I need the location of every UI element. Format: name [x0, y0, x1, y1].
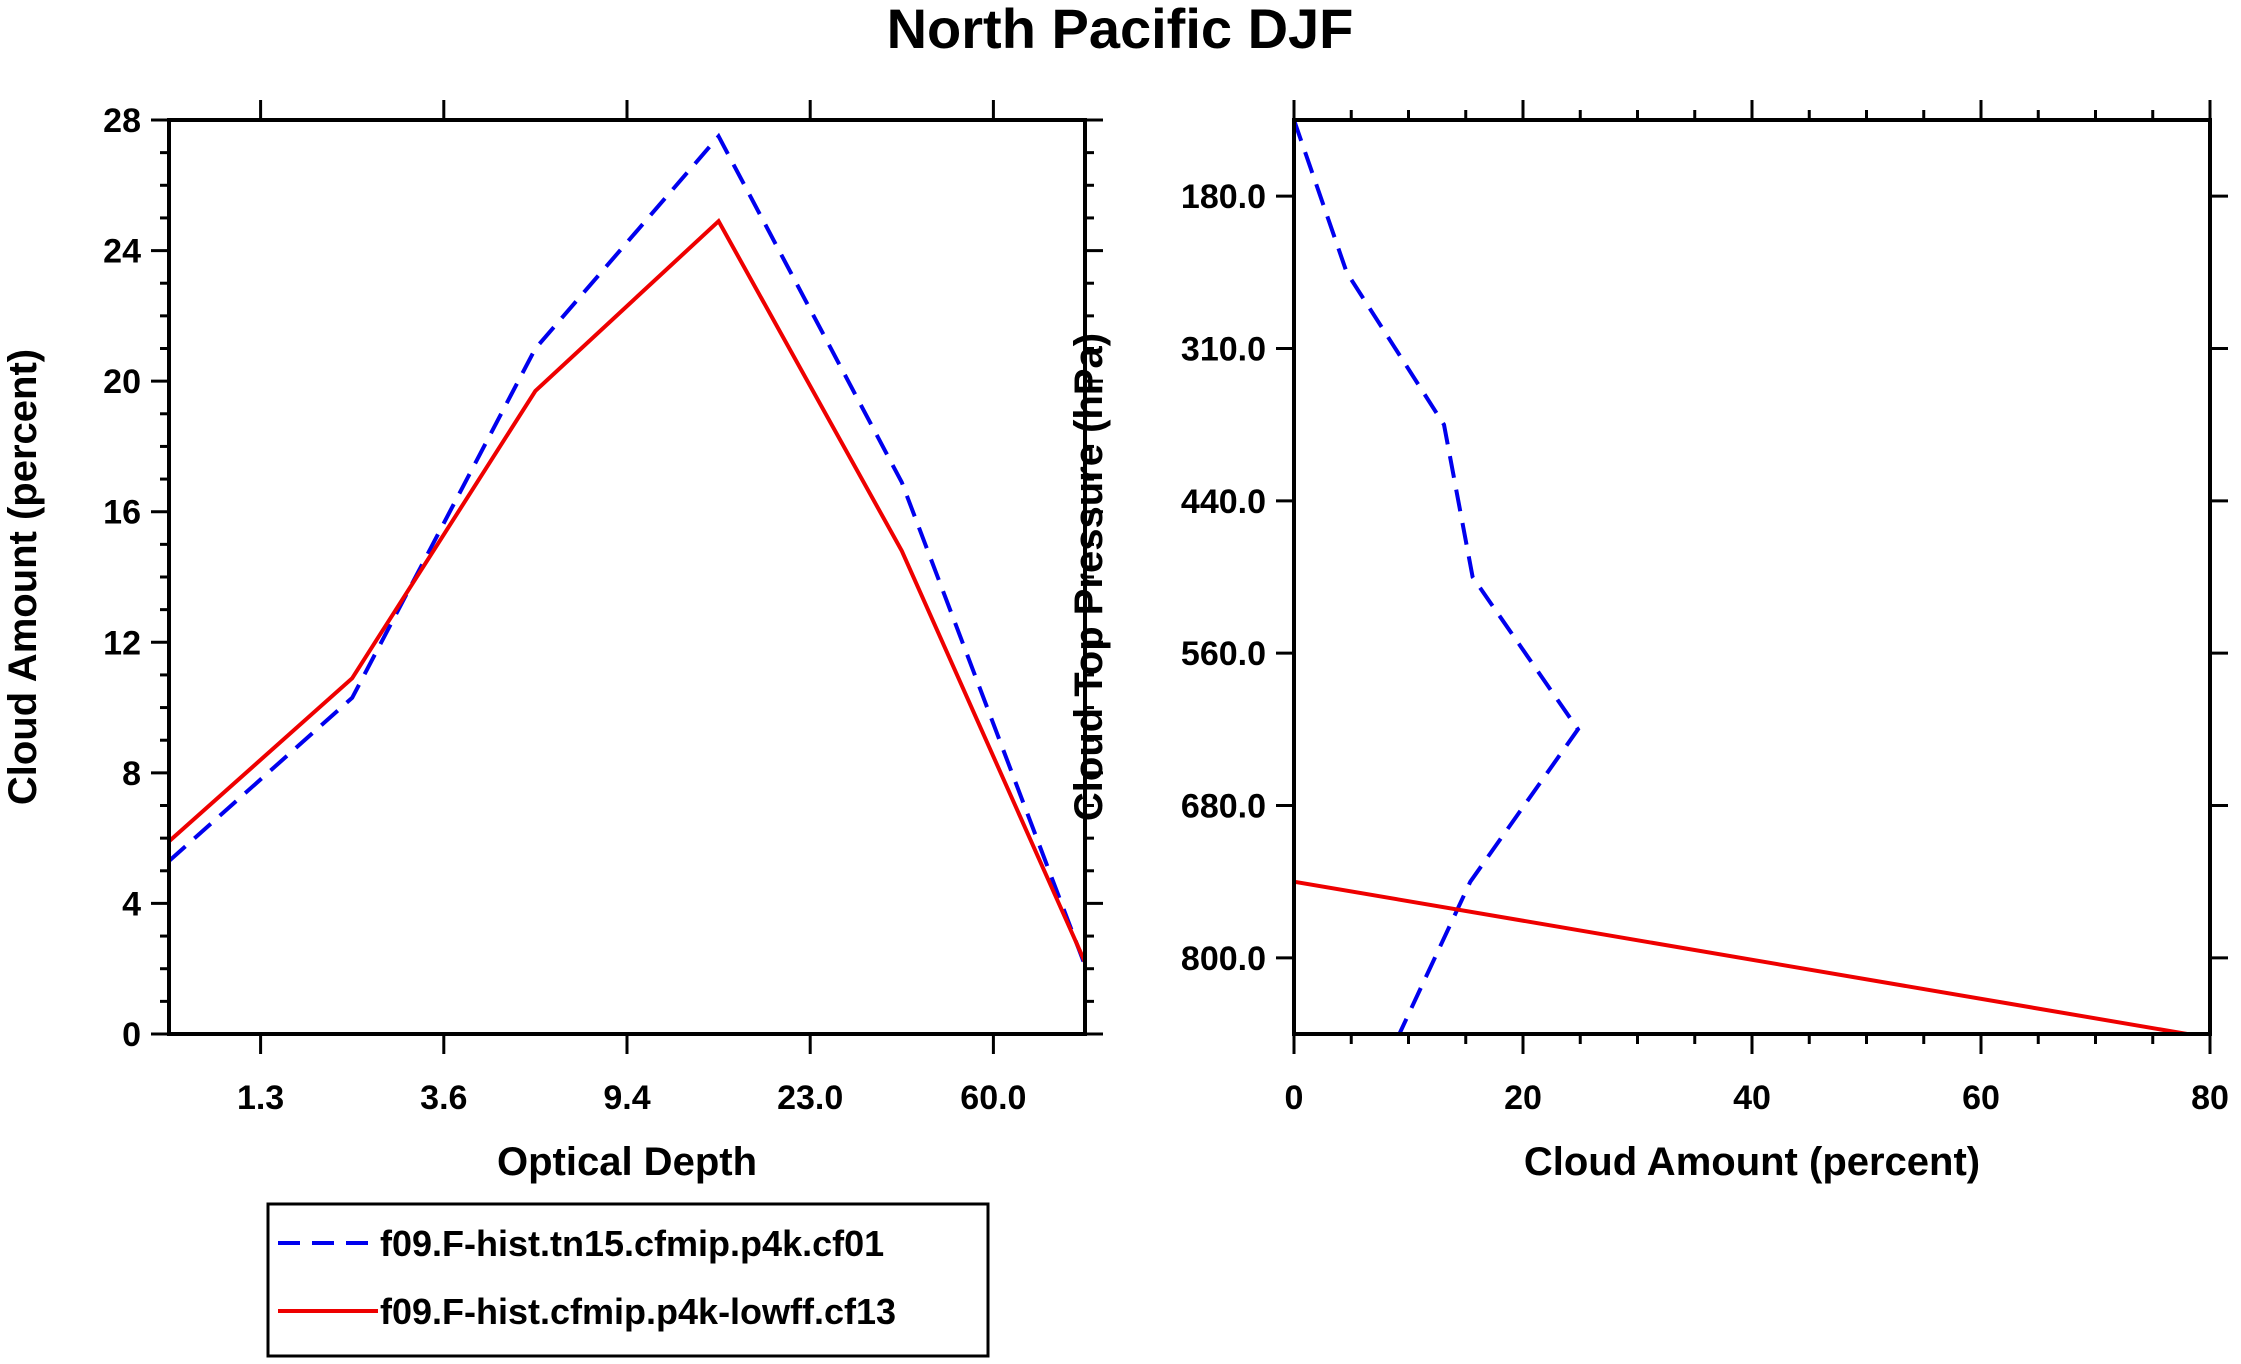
left-x-axis-label: Optical Depth	[497, 1140, 757, 1184]
right-y-tick-label: 310.0	[1181, 331, 1266, 369]
left-series-line-0	[167, 132, 1087, 967]
right-y-tick-label: 800.0	[1181, 940, 1266, 978]
left-y-tick-label: 28	[103, 102, 141, 140]
right-plot-frame	[1292, 118, 2212, 1036]
right-x-tick-label: 20	[1504, 1079, 1542, 1117]
left-x-tick-label: 3.6	[420, 1079, 467, 1117]
right-x-axis-label: Cloud Amount (percent)	[1524, 1140, 1980, 1184]
left-x-tick-label: 9.4	[603, 1079, 650, 1117]
left-y-tick-label: 20	[103, 363, 141, 401]
right-y-axis-label: Cloud Top Pressure (hPa)	[1067, 333, 1111, 821]
left-x-tick-label: 60.0	[960, 1079, 1026, 1117]
legend-label-cf01: f09.F-hist.tn15.cfmip.p4k.cf01	[380, 1223, 884, 1264]
right-series-line-1	[1292, 120, 2188, 1036]
chart-title: North Pacific DJF	[887, 0, 1354, 60]
left-x-tick-label: 1.3	[237, 1079, 284, 1117]
left-y-tick-label: 8	[122, 755, 141, 793]
cloud-top-pressure-panel: 0 20 40 60 80180.0310.0440.0560.0680.0800.0 …	[1067, 100, 2229, 1184]
right-series-line-0	[1292, 119, 1581, 1035]
legend-label-cf13: f09.F-hist.cfmip.p4k-lowff.cf13	[380, 1291, 896, 1332]
left-y-tick-label: 12	[103, 624, 141, 662]
left-y-axis-label: Cloud Amount (percent)	[1, 349, 45, 805]
left-y-tick-label: 24	[103, 233, 141, 271]
right-y-tick-label: 440.0	[1181, 483, 1266, 521]
legend: f09.F-hist.tn15.cfmip.p4k.cf01 f09.F-his…	[266, 1202, 990, 1358]
right-x-tick-label: 0	[1285, 1079, 1304, 1117]
right-x-tick-label: 60	[1962, 1079, 2000, 1117]
right-x-tick-label: 40	[1733, 1079, 1771, 1117]
left-y-tick-label: 4	[122, 885, 141, 923]
left-x-tick-label: 23.0	[777, 1079, 843, 1117]
right-y-tick-label: 680.0	[1181, 788, 1266, 826]
right-x-tick-label: 80	[2191, 1079, 2229, 1117]
right-y-tick-label: 560.0	[1181, 635, 1266, 673]
left-y-tick-label: 0	[122, 1016, 141, 1054]
left-y-tick-label: 16	[103, 494, 141, 532]
left-plot-frame	[167, 118, 1087, 1036]
legend-box	[266, 1202, 990, 1358]
optical-depth-panel: 0 4 8 12 16 20 24 28 1.3 3.6 9.4 23.0 60.0 Optical D…	[1, 100, 1103, 1184]
right-y-tick-label: 180.0	[1181, 178, 1266, 216]
left-series-line-1	[167, 217, 1087, 963]
